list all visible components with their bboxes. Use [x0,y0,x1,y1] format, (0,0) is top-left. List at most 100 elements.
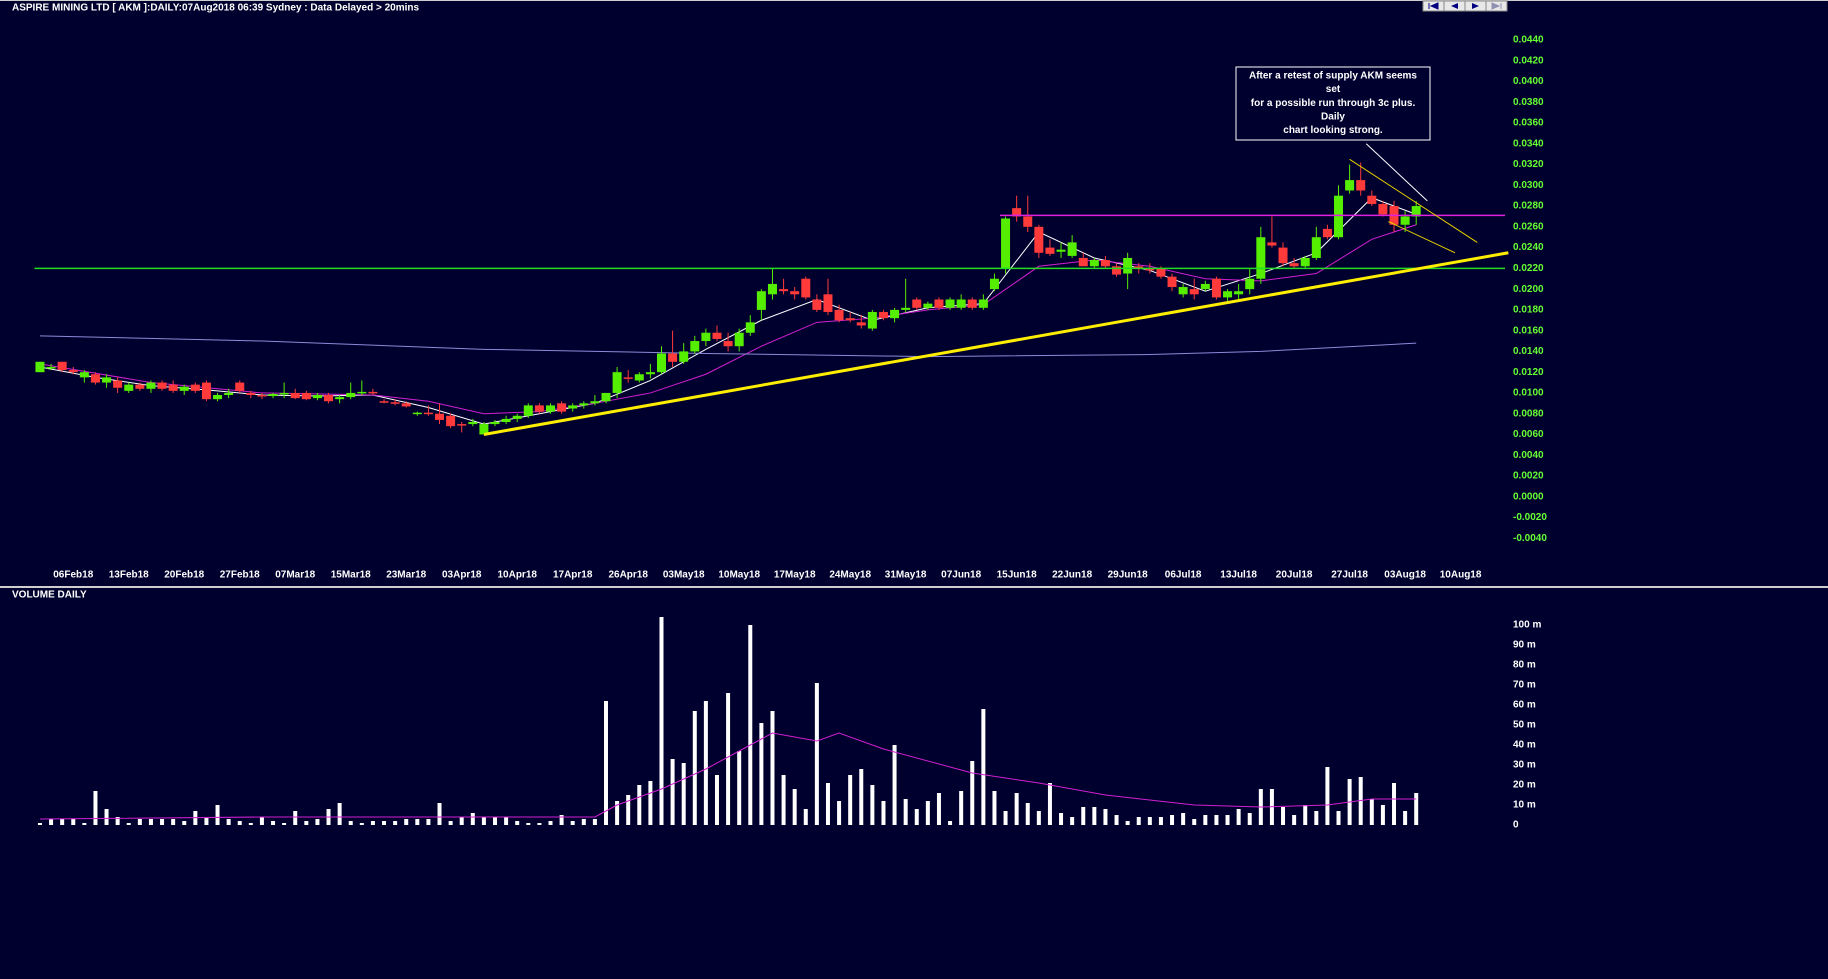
volume-bar [104,809,109,825]
x-tick-label: 07Mar18 [275,570,315,581]
trend-line [483,251,1509,436]
volume-bar [293,811,298,825]
candle-body [1067,242,1077,256]
candle-body [135,384,145,389]
y-tick-label: 0.0340 [1513,138,1544,149]
candle-body [1411,206,1421,217]
candle-body [1356,180,1366,191]
candle-body [1300,257,1310,267]
volume-bar [615,801,620,825]
y-tick-label: 20 m [1513,780,1536,791]
candle-body [668,353,678,362]
candle-body [1256,237,1266,279]
candle-body [834,309,844,321]
candle-body [401,403,411,407]
candle-body [423,412,433,415]
candle-body [335,397,345,400]
volume-bar [1158,817,1163,825]
volume-bar [648,781,653,825]
y-tick-label: -0.0020 [1513,512,1547,523]
volume-bar [748,625,753,825]
candle-body [612,372,622,393]
prev-icon [1451,3,1458,9]
x-tick-label: 10Aug18 [1440,570,1482,581]
volume-bar [437,803,442,825]
volume-bar [237,821,242,825]
volume-bar [1247,813,1252,825]
volume-bar [825,783,830,825]
volume-average [39,732,1417,820]
volume-bar [1203,815,1208,825]
y-tick-label: 0.0220 [1513,263,1544,274]
volume-bar [581,819,586,825]
candle-body [945,299,955,308]
volume-bar [382,821,387,825]
candle-body [1378,203,1388,215]
candle-body [1001,218,1011,269]
candle-body [1023,216,1033,227]
volume-bar [160,819,165,825]
candle-body [1200,283,1210,290]
candle-body [779,289,789,292]
x-tick-label: 03Aug18 [1384,570,1426,581]
candle-body [324,395,334,402]
candle-body [1322,228,1332,238]
y-tick-label: 0.0400 [1513,76,1544,87]
candle-body [1045,247,1055,254]
candle-body [124,384,134,391]
candle-body [645,372,655,375]
volume-bar [1380,805,1385,825]
y-tick-label: 0.0000 [1513,491,1544,502]
candle-body [235,382,245,391]
nav-buttons [1422,0,1508,12]
y-tick-label: 0.0120 [1513,367,1544,378]
volume-bar [781,775,786,825]
candle-body [690,341,700,352]
y-tick-label: 0.0440 [1513,35,1544,46]
volume-bar [759,723,764,825]
volume-bar [1070,817,1075,825]
candle-body [967,299,977,308]
candle-body [501,418,511,423]
volume-bar [903,799,908,825]
candle-body [1156,268,1166,277]
volume-bar [714,775,719,825]
volume-bar [1414,793,1419,825]
first-icon [1428,2,1439,10]
volume-bar [925,801,930,825]
volume-bar [248,823,253,825]
x-tick-label: 24May18 [829,570,871,581]
candle-body [812,299,822,310]
candle-body [457,424,467,426]
volume-bar [681,763,686,825]
volume-bar [770,711,775,825]
volume-bar [803,809,808,825]
last-icon [1491,2,1502,10]
volume-bar [282,823,287,825]
volume-bar [148,819,153,825]
volume-bar [493,817,498,825]
candle-body [1112,266,1122,275]
candle-body [46,366,56,369]
candle-body [1245,278,1255,290]
x-tick-label: 13Jul18 [1220,570,1257,581]
candle-body [368,391,378,394]
y-tick-label: 0.0060 [1513,429,1544,440]
y-tick-label: 100 m [1513,620,1541,631]
volume-bar [1403,811,1408,825]
candle-body [1367,195,1377,204]
candle-body [601,392,611,402]
volume-bar [71,819,76,825]
volume-bar [1003,811,1008,825]
candle-body [168,384,178,391]
candle-body [435,413,445,420]
y-tick-label: 10 m [1513,800,1536,811]
annotation-text: set [1326,84,1341,95]
volume-bar [215,805,220,825]
volume-bar [115,817,120,825]
candle-body [790,291,800,295]
y-tick-label: 0.0200 [1513,284,1544,295]
candle-body [1311,237,1321,258]
moving-average [39,224,1417,415]
candle-body [412,412,422,415]
